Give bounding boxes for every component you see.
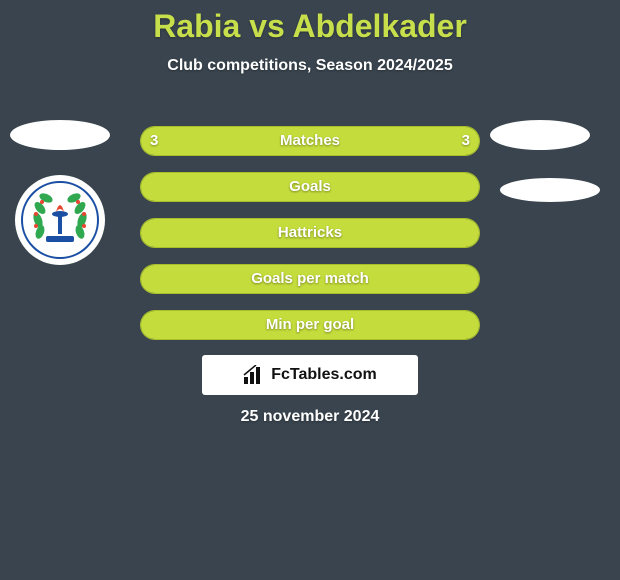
stat-value-right: 3 (462, 126, 470, 156)
stat-bar-fill (141, 173, 479, 201)
attribution-text: FcTables.com (271, 366, 377, 384)
stat-bar-track (140, 218, 480, 248)
comparison-card: Rabia vs Abdelkader Club competitions, S… (0, 0, 620, 580)
stat-value-left: 3 (150, 126, 158, 156)
stat-bar-fill-left (141, 127, 310, 155)
page-title: Rabia vs Abdelkader (0, 0, 620, 45)
stat-bar-track (140, 310, 480, 340)
stat-bar-track (140, 264, 480, 294)
stat-row: Goals (0, 166, 620, 212)
stat-row: Min per goal (0, 304, 620, 350)
stat-bar-fill (141, 219, 479, 247)
stat-bar-track (140, 126, 480, 156)
stats-list: Matches33GoalsHattricksGoals per matchMi… (0, 120, 620, 350)
page-subtitle: Club competitions, Season 2024/2025 (0, 57, 620, 75)
stat-row: Goals per match (0, 258, 620, 304)
stat-bar-fill (141, 311, 479, 339)
date-text: 25 november 2024 (0, 408, 620, 426)
stat-bar-track (140, 172, 480, 202)
stat-bar-fill-right (310, 127, 479, 155)
stat-bar-fill (141, 265, 479, 293)
bars-icon (243, 365, 265, 385)
attribution: FcTables.com (202, 355, 418, 395)
stat-row: Matches33 (0, 120, 620, 166)
stat-row: Hattricks (0, 212, 620, 258)
